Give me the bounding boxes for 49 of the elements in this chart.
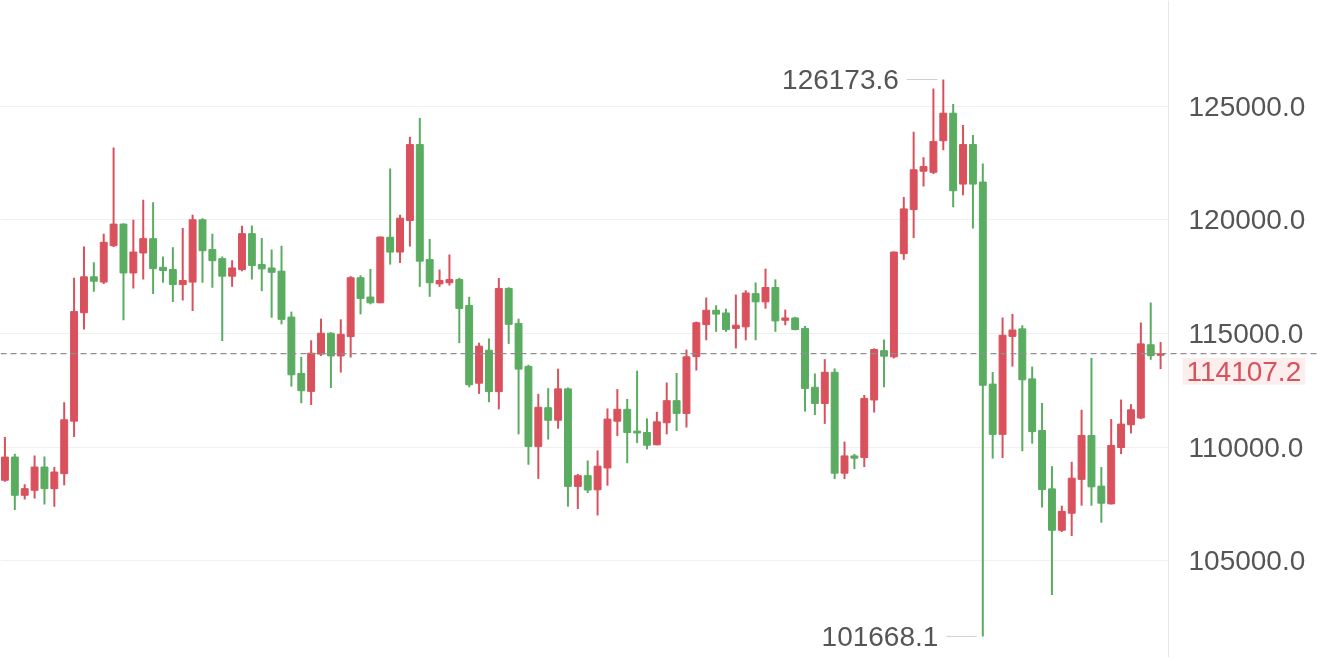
candlestick — [297, 355, 306, 405]
candlestick — [1146, 301, 1155, 361]
candlestick — [722, 307, 730, 333]
candlestick — [573, 472, 582, 511]
candlestick — [317, 317, 325, 357]
candlestick — [662, 381, 671, 436]
candlestick — [1127, 403, 1135, 435]
candlestick — [583, 459, 592, 494]
y-tick-label: 115000.0 — [1188, 317, 1304, 349]
candlestick — [1156, 341, 1165, 371]
candlestick — [168, 246, 177, 304]
candlestick — [0, 436, 9, 483]
candlestick — [386, 167, 395, 266]
candlestick — [1117, 398, 1126, 456]
candlestick — [1057, 504, 1066, 534]
y-tick-label: 120000.0 — [1188, 204, 1306, 236]
candlestick — [139, 198, 148, 281]
candlestick — [731, 293, 740, 350]
candlestick — [633, 369, 642, 444]
candlestick — [40, 455, 49, 506]
candlestick — [761, 267, 770, 310]
y-tick-label: 125000.0 — [1188, 90, 1306, 122]
y-tick-label: 105000.0 — [1188, 545, 1306, 577]
candlestick — [257, 236, 266, 293]
candlestick — [880, 338, 888, 389]
candlestick — [228, 259, 237, 288]
candlestick — [623, 397, 632, 465]
candlestick — [643, 417, 651, 451]
candlestick — [672, 371, 681, 432]
candlestick — [425, 238, 434, 298]
candlestick — [159, 255, 167, 284]
candlestick — [702, 296, 711, 342]
candlestick — [840, 440, 849, 481]
ref-line-label: 114107.2 — [1186, 355, 1302, 387]
candlestick — [751, 281, 760, 342]
y-tick-label: 110000.0 — [1188, 431, 1304, 463]
candlestick — [89, 261, 98, 293]
candlestick — [326, 331, 335, 389]
annotation: 126173.6 — [782, 64, 899, 95]
candlestick — [810, 372, 819, 417]
candlestick — [218, 255, 227, 342]
candlestick — [129, 218, 138, 290]
candlestick — [178, 226, 187, 302]
candlestick — [50, 466, 59, 508]
annotation: 101668.1 — [821, 620, 939, 652]
candlestick — [712, 304, 721, 333]
candlestick — [544, 387, 553, 441]
candlestick — [336, 318, 345, 374]
candlestick — [652, 410, 661, 447]
